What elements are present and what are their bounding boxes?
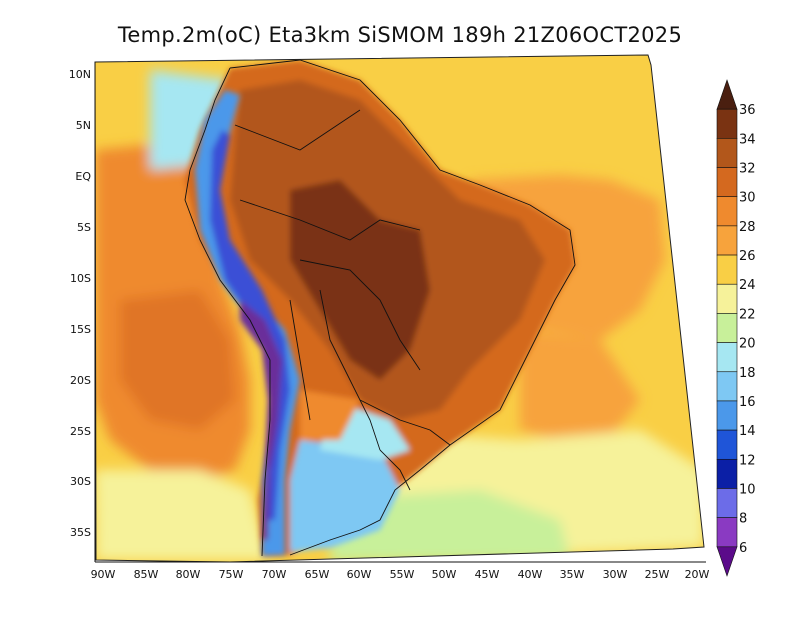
lon-tick-label: 50W <box>432 568 457 581</box>
lon-tick-label: 70W <box>262 568 287 581</box>
colorbar-swatch <box>716 488 738 518</box>
pacific-hot-zone <box>120 290 235 430</box>
colorbar-bottom-arrow <box>716 546 738 577</box>
colorbar-swatch <box>716 517 738 548</box>
colorbar-label: 10 <box>739 482 756 497</box>
colorbar-swatch <box>716 167 738 198</box>
lon-tick-label: 25W <box>645 568 670 581</box>
lat-tick-label: 15S <box>70 323 91 336</box>
colorbar-swatch <box>716 138 738 168</box>
lon-tick-label: 80W <box>176 568 201 581</box>
colorbar-label: 36 <box>739 103 756 118</box>
temperature-field <box>95 55 704 562</box>
lat-tick-label: 5N <box>76 119 91 132</box>
lat-tick-label: 30S <box>70 475 91 488</box>
colorbar-label: 26 <box>739 249 756 264</box>
lat-tick-label: 5S <box>77 221 91 234</box>
colorbar-top-arrow <box>716 79 738 110</box>
pampas-warm-zone <box>300 390 360 440</box>
colorbar-swatch <box>716 196 738 227</box>
colorbar-label: 22 <box>739 307 756 322</box>
colorbar-label: 14 <box>739 424 756 439</box>
colorbar-label: 20 <box>739 337 756 352</box>
colorbar-swatch <box>716 225 738 256</box>
colorbar-label: 24 <box>739 278 756 293</box>
lon-tick-label: 85W <box>134 568 159 581</box>
colorbar-swatch <box>716 254 738 285</box>
colorbar-swatch <box>716 283 738 314</box>
colorbar-swatch <box>716 108 738 139</box>
colorbar-label: 8 <box>739 512 747 527</box>
lat-tick-label: EQ <box>75 170 91 183</box>
lon-tick-label: 40W <box>518 568 543 581</box>
colorbar-label: 32 <box>739 162 756 177</box>
colorbar-swatch <box>716 458 738 489</box>
lat-tick-label: 20S <box>70 374 91 387</box>
colorbar-swatch <box>716 371 738 402</box>
pacific-cool-strip <box>150 70 230 170</box>
lat-tick-label: 10N <box>69 68 91 81</box>
map-title: Temp.2m(oC) Eta3km SiSMOM 189h 21Z06OCT2… <box>117 23 682 47</box>
colorbar-swatch <box>716 313 738 343</box>
lon-tick-label: 45W <box>475 568 500 581</box>
atlantic-warm-south <box>520 330 640 450</box>
lat-tick-label: 25S <box>70 425 91 438</box>
lat-tick-label: 10S <box>70 272 91 285</box>
lon-tick-label: 30W <box>603 568 628 581</box>
colorbar-swatch <box>716 342 738 373</box>
lon-tick-label: 65W <box>305 568 330 581</box>
colorbar-label: 12 <box>739 453 756 468</box>
colorbar-label: 30 <box>739 191 756 206</box>
country-borders <box>184 59 576 557</box>
colorbar: 36 34 32 30 28 26 24 22 20 18 16 14 12 10 8 6 <box>716 79 756 577</box>
lon-tick-label: 20W <box>685 568 710 581</box>
andes-coldest-spine <box>210 130 290 520</box>
longitude-axis: 90W 85W 80W 75W 70W 65W 60W 55W 50W 45W … <box>91 568 710 581</box>
map-frame <box>94 54 705 563</box>
colorbar-label: 6 <box>739 541 747 556</box>
colorbar-label: 16 <box>739 395 756 410</box>
colorbar-swatch <box>716 429 738 460</box>
colorbar-label: 28 <box>739 220 756 235</box>
colorbar-swatch <box>716 400 738 431</box>
lon-tick-label: 35W <box>560 568 585 581</box>
colorbar-label: 34 <box>739 132 756 147</box>
lon-tick-label: 90W <box>91 568 116 581</box>
latitude-axis: 10N 5N EQ 5S 10S 15S 20S 25S 30S 35S <box>69 68 92 539</box>
lon-tick-label: 55W <box>390 568 415 581</box>
lon-tick-label: 75W <box>219 568 244 581</box>
lat-tick-label: 35S <box>70 526 91 539</box>
colorbar-label: 18 <box>739 366 756 381</box>
lon-tick-label: 60W <box>347 568 372 581</box>
altiplano-coldest-core <box>240 300 282 540</box>
pacific-mild-strip <box>95 470 270 560</box>
